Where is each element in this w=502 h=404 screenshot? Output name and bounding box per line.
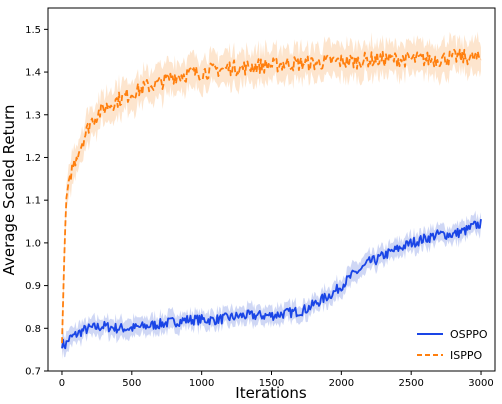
band-osppo	[62, 210, 481, 360]
legend-label-osppo: OSPPO	[450, 328, 488, 341]
y-tick-label: 1.2	[25, 153, 41, 164]
y-axis-ticks: 0.7 0.8 0.9 1.0 1.1 1.2 1.3 1.4 1.5	[25, 25, 48, 378]
x-tick-label: 2500	[398, 378, 423, 389]
x-tick-label: 0	[59, 378, 65, 389]
x-tick-label: 1000	[189, 378, 214, 389]
y-tick-label: 1.1	[25, 196, 41, 207]
confidence-bands	[62, 31, 481, 360]
x-tick-label: 500	[122, 378, 141, 389]
y-tick-label: 1.3	[25, 110, 41, 121]
y-tick-label: 0.7	[25, 367, 41, 378]
x-axis-label: Iterations	[235, 384, 307, 402]
legend: OSPPO ISPPO	[417, 328, 488, 362]
x-tick-label: 3000	[468, 378, 493, 389]
y-axis-label: Average Scaled Return	[0, 105, 18, 276]
y-tick-label: 1.5	[25, 25, 41, 36]
x-tick-label: 1500	[259, 378, 284, 389]
y-tick-label: 0.9	[25, 281, 41, 292]
legend-label-isppo: ISPPO	[450, 349, 482, 362]
x-tick-label: 2000	[329, 378, 354, 389]
y-tick-label: 0.8	[25, 324, 41, 335]
series-lines	[61, 48, 482, 350]
band-isppo	[62, 31, 481, 358]
line-isppo	[61, 48, 482, 344]
y-tick-label: 1.4	[25, 68, 41, 79]
x-axis-ticks: 0 500 1000 1500 2000 2500 3000	[59, 371, 494, 389]
line-osppo	[61, 218, 482, 350]
y-tick-label: 1.0	[25, 238, 41, 249]
